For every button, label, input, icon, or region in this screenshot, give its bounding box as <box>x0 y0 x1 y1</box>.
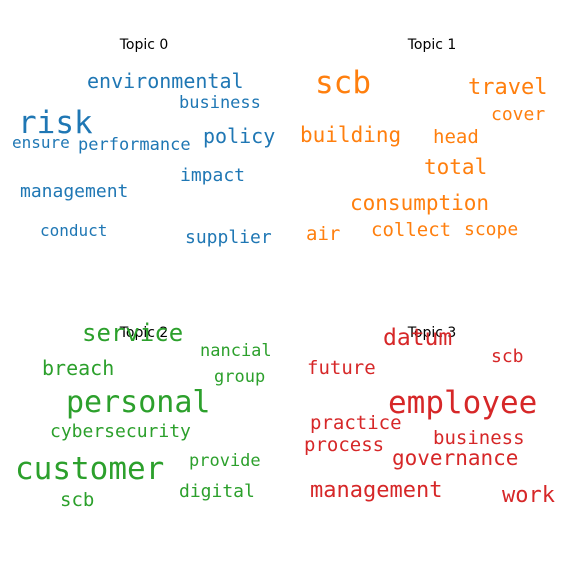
word-1-air: air <box>306 223 341 245</box>
topic-title-0: Topic 0 <box>119 37 169 53</box>
topic-panel-2: Topic 2 service nancial breach group persona… <box>0 288 288 576</box>
word-2-service: service <box>82 319 184 347</box>
word-1-head: head <box>433 126 479 148</box>
word-3-future: future <box>307 357 376 379</box>
word-3-process: process <box>304 434 385 456</box>
topic-panel-3: Topic 3 datum scb future employee practice bu… <box>288 288 576 576</box>
word-3-employee: employee <box>388 385 538 421</box>
word-0-management: management <box>20 181 129 202</box>
word-1-travel: travel <box>468 75 548 100</box>
word-2-provide: provide <box>189 451 261 471</box>
word-2-digital: digital <box>179 481 255 502</box>
topic-title-3: Topic 3 <box>407 325 457 341</box>
word-3-practice: practice <box>310 412 402 434</box>
topic-panel-0: Topic 0 risk environmental policy business p… <box>0 0 288 288</box>
word-3-datum: datum <box>383 325 453 351</box>
word-2-group: group <box>214 367 266 387</box>
word-1-building: building <box>300 123 402 147</box>
word-0-policy: policy <box>203 124 276 148</box>
word-3-scb: scb <box>491 346 524 367</box>
word-2-cybersecurity: cybersecurity <box>50 421 191 442</box>
word-0-business: business <box>179 93 261 113</box>
word-2-nancial: nancial <box>200 341 272 361</box>
word-2-customer: customer <box>15 451 165 487</box>
topic-title-2: Topic 2 <box>119 325 169 341</box>
word-0-conduct: conduct <box>40 221 108 240</box>
word-0-impact: impact <box>180 165 246 186</box>
word-0-ensure: ensure <box>12 133 70 152</box>
topic-panel-1: Topic 1 scb travel cover building head total c… <box>288 0 576 288</box>
word-3-management: management <box>310 478 443 503</box>
word-3-governance: governance <box>392 446 519 470</box>
topic-title-1: Topic 1 <box>407 37 457 53</box>
word-2-personal: personal <box>66 385 211 420</box>
word-2-breach: breach <box>42 356 115 380</box>
word-1-scb: scb <box>315 65 371 101</box>
word-1-scope: scope <box>464 219 519 240</box>
word-0-performance: performance <box>78 135 191 155</box>
word-2-scb: scb <box>60 489 95 511</box>
word-1-consumption: consumption <box>350 191 490 215</box>
word-1-cover: cover <box>491 104 546 125</box>
word-0-supplier: supplier <box>185 227 272 248</box>
word-3-business: business <box>433 427 525 449</box>
word-0-environmental: environmental <box>87 69 244 93</box>
word-1-total: total <box>424 155 488 179</box>
word-0-risk: risk <box>18 105 93 141</box>
word-3-work: work <box>502 483 555 508</box>
word-1-collect: collect <box>371 219 452 241</box>
